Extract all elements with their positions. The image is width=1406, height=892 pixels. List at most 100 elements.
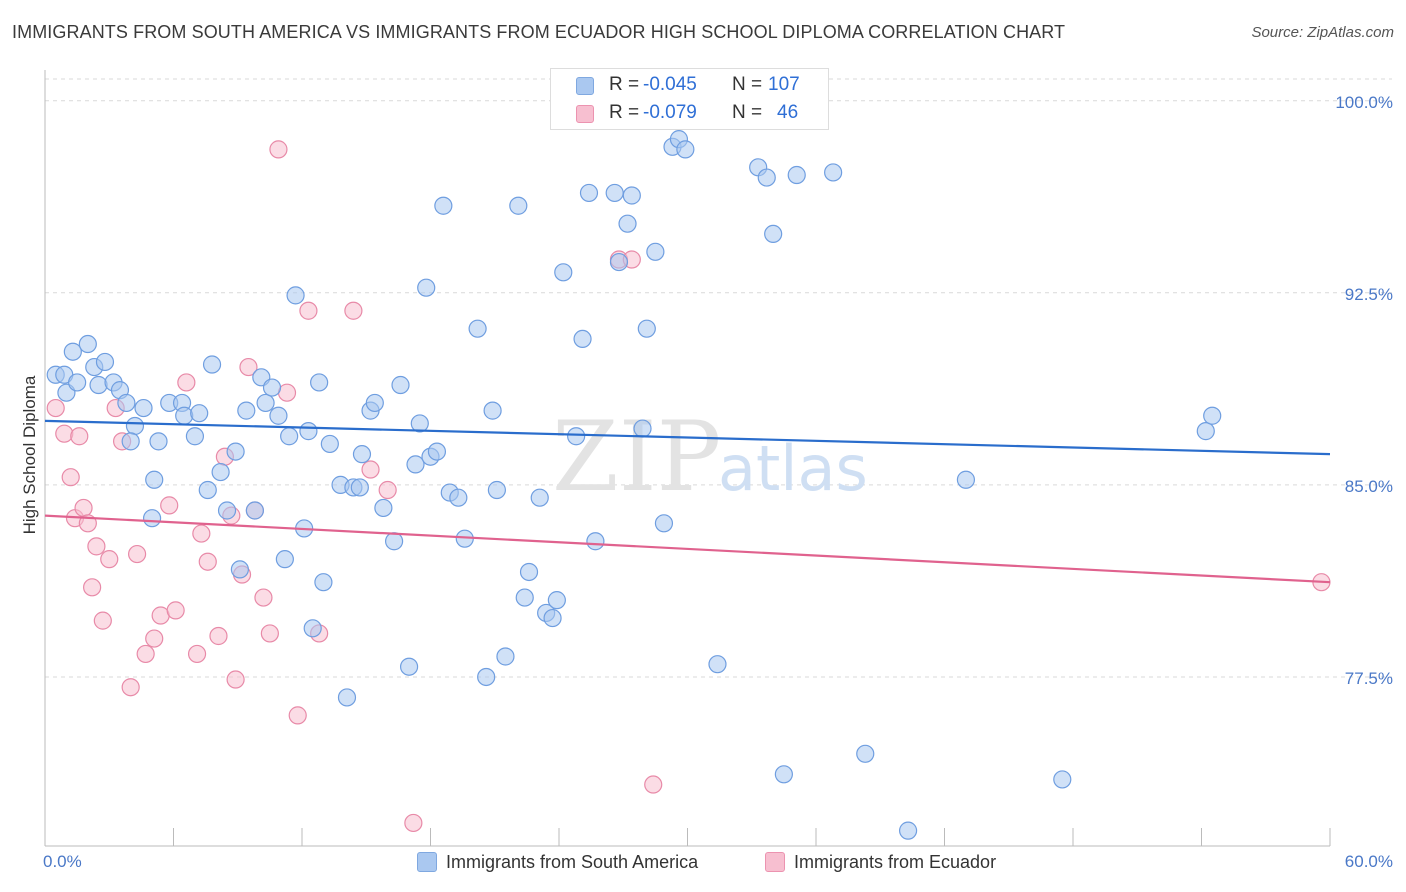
ecuador-point [288, 706, 307, 725]
legend-south-america-swatch [417, 852, 437, 872]
south-america-point [637, 319, 656, 338]
south-america-point [573, 329, 592, 349]
south-america-point [202, 355, 222, 374]
south-america-point [676, 140, 695, 159]
y-tick-label: 100.0% [1335, 92, 1393, 112]
south-america-point [586, 532, 605, 551]
south-america-point [303, 619, 322, 638]
south-america-point [337, 688, 357, 707]
south-america-point [269, 406, 288, 425]
south-america-point [856, 744, 875, 763]
legend-ecuador-swatch [765, 852, 785, 872]
ecuador-swatch [576, 105, 594, 123]
south-america-point [824, 163, 843, 182]
ecuador-point [192, 524, 211, 543]
south-america-point [299, 422, 318, 441]
south-america-point [654, 514, 674, 533]
ecuador-point [61, 468, 80, 487]
south-america-point [579, 183, 599, 203]
south-america-point [320, 434, 339, 454]
south-america-point [487, 480, 506, 500]
south-america-point [190, 404, 209, 423]
south-america-point [956, 470, 976, 489]
south-america-point [352, 445, 372, 464]
ecuador-point [70, 427, 89, 446]
south-america-point [185, 427, 205, 446]
south-america-point [764, 224, 783, 244]
ecuador-point [87, 537, 106, 556]
ecuador-point [404, 813, 423, 833]
south-america-point [646, 242, 665, 261]
ecuador-trend-line [44, 514, 1331, 584]
ecuador-point [209, 626, 228, 646]
stats-box: R = -0.045 N = 107 R = -0.079 N = 46 [550, 68, 829, 130]
south-america-point [708, 655, 727, 674]
ecuador-point [136, 644, 155, 664]
x-tick-max: 60.0% [1344, 852, 1393, 871]
ecuador-point [299, 301, 318, 320]
south-america-point [256, 393, 275, 413]
south-america-point [63, 342, 82, 361]
south-america-point [509, 196, 528, 215]
south-america-point [434, 196, 453, 215]
south-america-point [198, 480, 217, 500]
south-america-point [1196, 422, 1215, 441]
ecuador-point [187, 644, 207, 664]
ecuador-point [83, 578, 102, 597]
ecuador-point [260, 624, 279, 643]
stats-row-ecuador: R = -0.079 N = 46 [551, 99, 828, 129]
south-america-point [217, 501, 237, 520]
south-america-point [1203, 406, 1222, 425]
ecuador-point [177, 373, 196, 392]
ecuador-point [127, 544, 147, 564]
south-america-point [406, 455, 425, 474]
ecuador-point [378, 480, 397, 500]
ecuador-point [239, 357, 258, 377]
y-tick-label: 92.5% [1344, 284, 1393, 304]
ecuador-point [93, 611, 112, 630]
axes [44, 70, 1331, 847]
ecuador-point [121, 678, 140, 697]
ecuador-point [74, 498, 93, 518]
south-america-point [121, 432, 140, 451]
ecuador-point [198, 552, 217, 571]
ecuador-point [55, 424, 74, 443]
south-america-point [314, 573, 333, 592]
south-america-point [477, 667, 496, 687]
south-america-point [483, 401, 502, 420]
ecuador-point [269, 140, 288, 159]
ecuador-point [46, 398, 65, 418]
south-america-point [384, 532, 404, 551]
south-america-point [399, 657, 419, 676]
trend-lines [44, 419, 1331, 584]
south-america-point [310, 373, 329, 392]
n-label: N = [732, 102, 763, 123]
south-america-swatch [576, 77, 594, 95]
south-america-point [95, 352, 115, 372]
ecuador-point [644, 775, 663, 794]
south-america-point [519, 562, 539, 582]
south-america-point [757, 168, 776, 187]
south-america-point [175, 406, 194, 425]
legend-ecuador-label: Immigrants from Ecuador [794, 852, 997, 872]
south-america-point [286, 286, 305, 305]
ecuador-point [254, 588, 273, 607]
south-america-point [618, 214, 637, 233]
south-america-point [230, 560, 249, 579]
south-america-point [449, 488, 468, 507]
ecuador-point [145, 629, 164, 648]
south-america-point [350, 478, 369, 497]
ecuador-point [100, 550, 119, 569]
south-america-point [280, 427, 299, 446]
south-america-point [515, 588, 534, 607]
south-america-point [134, 398, 153, 418]
legend-south-america-label: Immigrants from South America [446, 852, 699, 872]
ecuador-point [344, 301, 363, 320]
south-america-point [275, 550, 294, 569]
r-value: -0.079 [643, 102, 697, 123]
south-america-points [46, 91, 1222, 840]
y-tick-label: 77.5% [1344, 668, 1393, 688]
south-america-point [898, 821, 918, 840]
r-label: R = [609, 74, 640, 95]
